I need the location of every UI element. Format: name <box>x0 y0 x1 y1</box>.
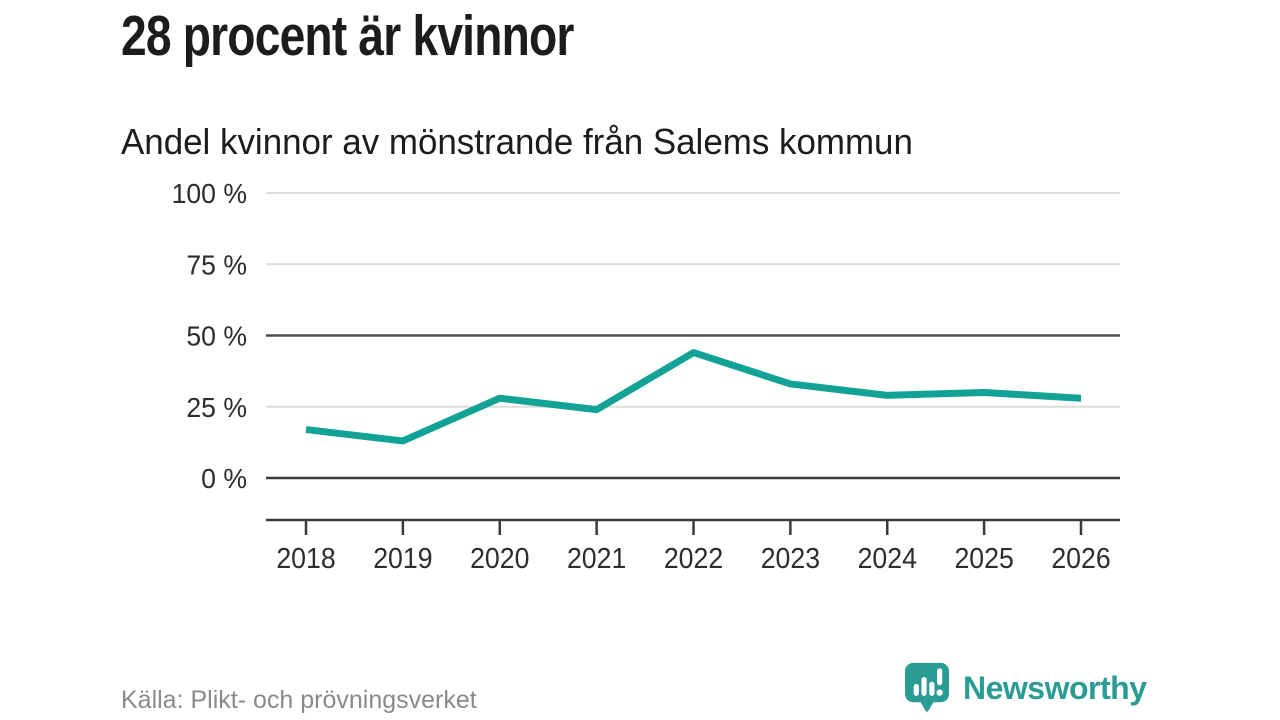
svg-text:2022: 2022 <box>664 542 723 574</box>
x-axis-tick-label: 2018 <box>276 542 335 574</box>
y-axis-tick-label: 25 % <box>186 391 247 423</box>
x-axis-tick-label: 2019 <box>373 542 432 574</box>
svg-text:0 %: 0 % <box>201 462 247 494</box>
y-axis-tick-label: 75 % <box>186 249 247 281</box>
svg-text:50 %: 50 % <box>186 320 247 352</box>
y-axis-tick-label: 50 % <box>186 320 247 352</box>
svg-text:75 %: 75 % <box>186 249 247 281</box>
newsworthy-logo-icon <box>905 662 949 712</box>
x-axis-tick-label: 2023 <box>761 542 820 574</box>
svg-text:2023: 2023 <box>761 542 820 574</box>
svg-text:2018: 2018 <box>276 542 335 574</box>
data-line-share-of-women <box>305 349 1082 445</box>
x-axis-tick-label: 2020 <box>470 542 529 574</box>
svg-text:2019: 2019 <box>373 542 432 574</box>
source-attribution: Källa: Plikt- och prövningsverket <box>121 686 477 714</box>
svg-text:2024: 2024 <box>858 542 917 574</box>
x-axis-tick-label: 2026 <box>1051 542 1110 574</box>
y-axis-tick-label: 0 % <box>201 462 247 494</box>
chart-title: 28 procent är kvinnor <box>121 4 574 68</box>
x-axis-tick-label: 2021 <box>567 542 626 574</box>
svg-text:2020: 2020 <box>470 542 529 574</box>
x-axis-tick-label: 2022 <box>664 542 723 574</box>
y-axis-tick-label: 100 % <box>172 177 247 209</box>
svg-text:2026: 2026 <box>1051 542 1110 574</box>
svg-text:2025: 2025 <box>954 542 1013 574</box>
newsworthy-logo-text: Newsworthy <box>963 670 1147 706</box>
chart-subtitle: Andel kvinnor av mönstrande från Salems … <box>121 121 913 162</box>
x-axis-tick-label: 2025 <box>954 542 1013 574</box>
x-axis-tick-label: 2024 <box>858 542 917 574</box>
svg-text:25 %: 25 % <box>186 391 247 423</box>
svg-text:2021: 2021 <box>567 542 626 574</box>
line-chart: 0 % 25 % 50 % 75 % 100 % 2018 2019 2020 2021 2022… <box>172 177 1120 574</box>
svg-text:100 %: 100 % <box>172 177 247 209</box>
newsworthy-logo: Newsworthy <box>903 661 1147 716</box>
